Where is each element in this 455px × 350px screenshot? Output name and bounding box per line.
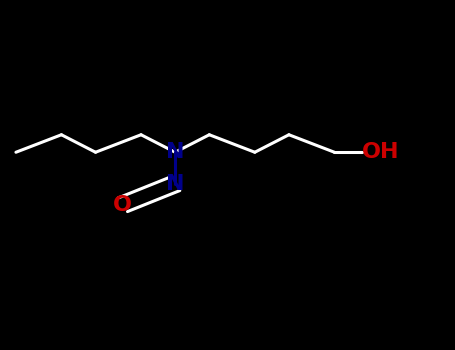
Text: N: N — [166, 174, 184, 194]
Text: O: O — [113, 195, 132, 215]
Text: N: N — [166, 142, 184, 162]
Text: OH: OH — [362, 142, 399, 162]
